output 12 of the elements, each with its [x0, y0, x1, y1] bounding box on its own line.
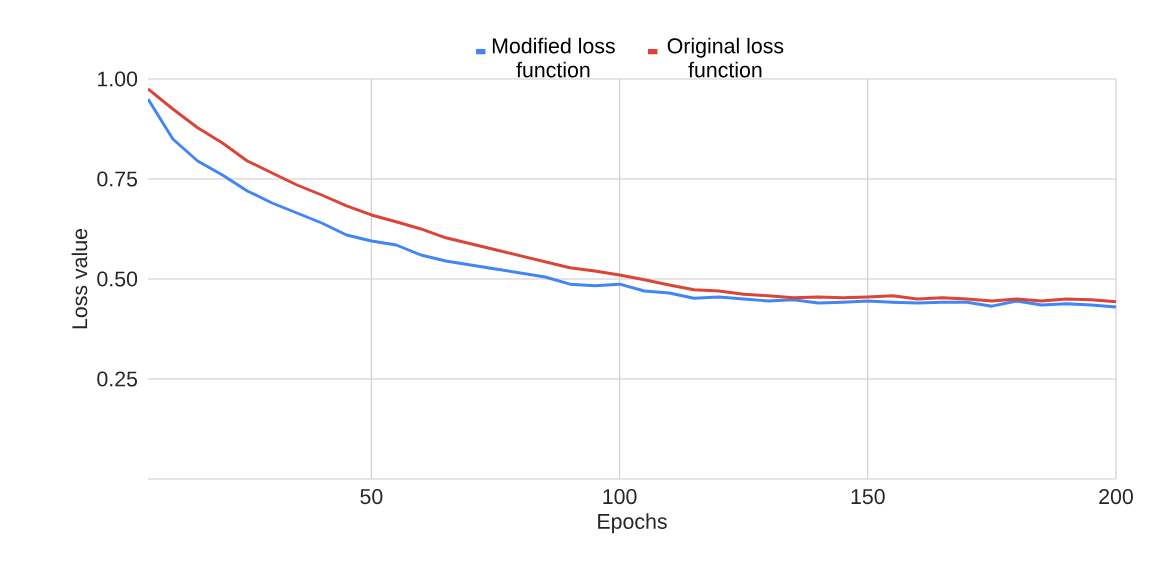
- x-tick-label: 50: [360, 489, 383, 505]
- x-tick-label: 100: [603, 489, 637, 505]
- y-axis-title: Loss value: [71, 228, 88, 329]
- x-tick-label: 150: [851, 489, 885, 505]
- legend-label: Original loss function: [667, 37, 784, 78]
- x-tick-label: 200: [1099, 489, 1133, 505]
- y-tick-label: 0.50: [97, 271, 138, 287]
- legend-label: Modified loss function: [492, 37, 615, 78]
- y-tick-label: 1.00: [98, 71, 138, 87]
- y-tick-label: 0.75: [97, 171, 138, 187]
- y-tick-label: 0.25: [97, 371, 138, 387]
- x-axis-title: Epochs: [598, 513, 667, 534]
